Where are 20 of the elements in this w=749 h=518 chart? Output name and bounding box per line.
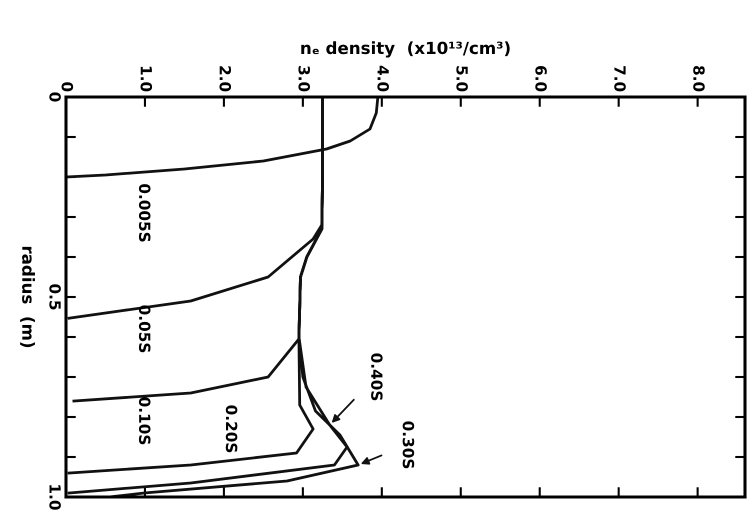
x-tick-label: 8.0 (693, 66, 705, 92)
x-tick-label: 5.0 (456, 66, 468, 92)
x-axis-title: nₑ density (x10¹³/cm³) (301, 41, 510, 58)
text: 0.005S (138, 184, 150, 242)
text: 0.20S (226, 405, 238, 452)
x-tick-label: 2.0 (219, 66, 232, 92)
x-tick-label: 4.0 (377, 66, 389, 92)
text: 0.40S (371, 353, 383, 400)
text: 0.05S (138, 305, 150, 352)
y-axis-title: radius (m) (20, 246, 35, 348)
y-tick-label: 0 (49, 92, 61, 102)
y-tick-label: 1.0 (49, 485, 61, 510)
x-tick-label: 0 (62, 82, 74, 92)
y-tick-label: 0.5 (49, 284, 61, 310)
x-tick-label: 1.0 (140, 66, 152, 92)
x-tick-label: 3.0 (298, 66, 310, 92)
x-tick-label: 6.0 (535, 66, 547, 92)
x-tick-label: 7.0 (614, 66, 626, 92)
text: 0.10S (138, 397, 150, 444)
text: 0.30S (402, 421, 414, 468)
